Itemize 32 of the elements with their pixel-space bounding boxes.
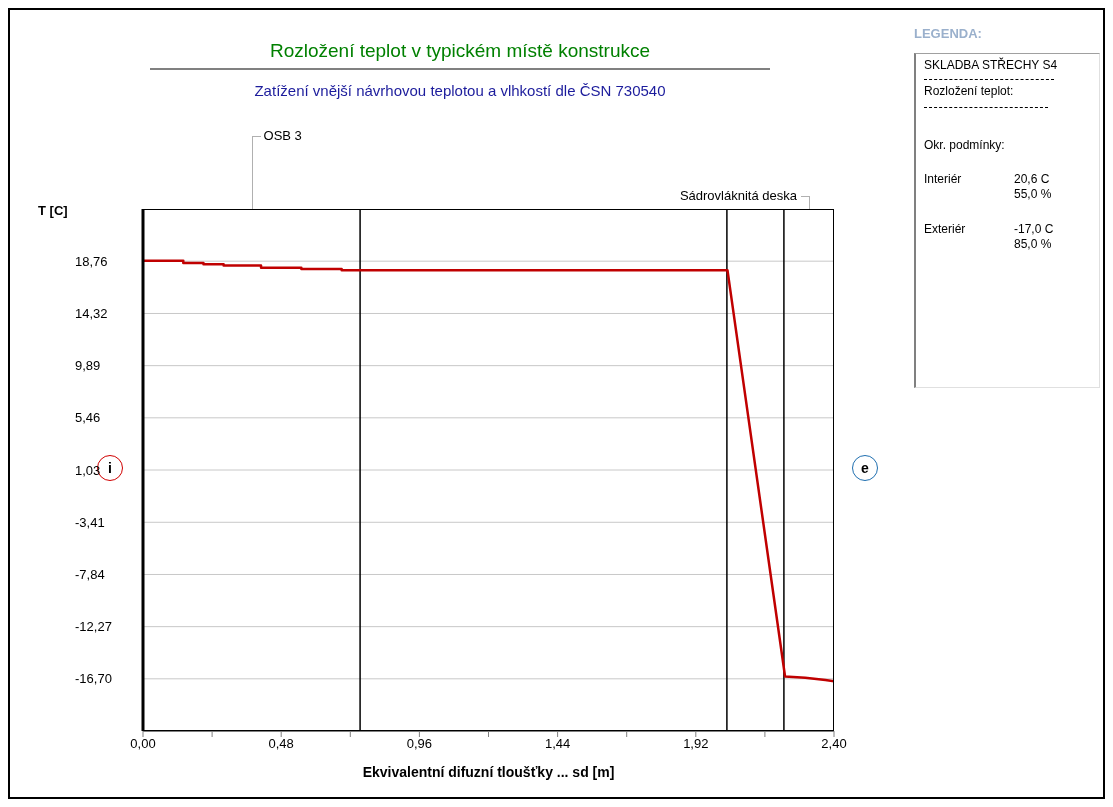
line-series	[143, 259, 834, 683]
text: Exteriér	[924, 222, 966, 236]
y-tick-label: -7,84	[75, 567, 105, 583]
chart-subtitle: Zatížení vnější návrhovou teplotou a vlhkostí dle ČSN 730540	[253, 82, 667, 99]
x-tick-label: 1,92	[683, 736, 709, 752]
y-tick-label: -12,27	[75, 619, 112, 635]
text: Sádrovláknitá deska	[679, 188, 797, 203]
y-tick-label: 9,89	[75, 358, 101, 374]
y-tick-label: 14,32	[75, 306, 108, 322]
text: Rozložení teplot:	[924, 84, 1014, 98]
text: 55,0 %	[1014, 187, 1052, 201]
x-tick-label: 0,48	[268, 736, 294, 752]
text: Interiér	[924, 172, 962, 186]
text: SKLADBA STŘECHY S4	[924, 58, 1058, 72]
text: Okr. podmínky:	[924, 138, 1005, 152]
x-tick-label: 0,96	[406, 736, 433, 752]
x-tick-label: 1,44	[544, 736, 571, 752]
text: OSB 3	[263, 128, 302, 143]
y-axis-title: T [C]	[38, 203, 68, 218]
text: LEGENDA:	[914, 26, 982, 41]
text: 85,0 %	[1014, 237, 1052, 251]
x-tick-label: 2,40	[821, 736, 847, 752]
y-tick-label: 18,76	[75, 253, 108, 269]
y-tick-label: -3,41	[75, 514, 105, 530]
y-tick-label: 1,03	[75, 462, 101, 478]
chart-title: Rozložení teplot v typickém místě konstrukce	[268, 40, 652, 62]
x-tick-label: 0,00	[130, 736, 156, 752]
y-tick-label: 5,46	[75, 410, 101, 426]
x-axis-title: Ekvivalentní difuzní tloušťky ... sd [m]	[361, 764, 616, 780]
text: 20,6 C	[1014, 172, 1050, 186]
y-tick-label: -16,70	[75, 671, 112, 687]
text: -17,0 C	[1014, 222, 1054, 236]
